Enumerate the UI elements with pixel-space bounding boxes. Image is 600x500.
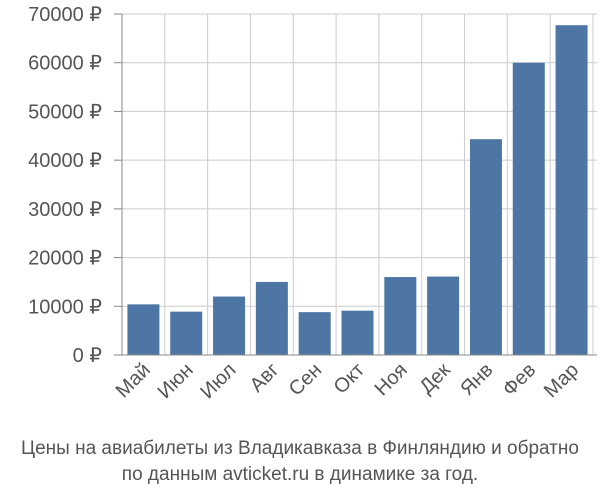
grid-lines bbox=[122, 13, 597, 355]
chart-caption-line-2: по данным avticket.ru в динамике за год. bbox=[121, 464, 479, 485]
y-tick-label: 30000 ₽ bbox=[28, 199, 102, 221]
bar bbox=[512, 62, 545, 355]
y-axis-tick-labels: 0 ₽ 10000 ₽ 20000 ₽ 30000 ₽ 40000 ₽ 50000 ₽ 60… bbox=[28, 4, 102, 367]
bar bbox=[127, 304, 160, 355]
bar bbox=[213, 296, 246, 355]
y-tick-label: 60000 ₽ bbox=[28, 53, 102, 75]
bars bbox=[127, 25, 588, 356]
axes bbox=[114, 13, 597, 356]
x-tick-label: Янв bbox=[456, 359, 497, 400]
y-tick-label: 20000 ₽ bbox=[28, 248, 102, 270]
y-tick-label: 10000 ₽ bbox=[28, 296, 102, 318]
bar bbox=[427, 276, 460, 355]
bar bbox=[255, 281, 288, 355]
bar bbox=[298, 312, 331, 355]
x-tick-label: Мар bbox=[540, 359, 583, 402]
bar bbox=[170, 311, 203, 355]
x-tick-label: Ноя bbox=[371, 359, 412, 400]
bar bbox=[384, 277, 417, 355]
y-tick-label: 50000 ₽ bbox=[28, 101, 102, 123]
x-tick-label: Окт bbox=[330, 359, 369, 398]
x-tick-label: Дек bbox=[415, 359, 454, 398]
price-bar-chart: 0 ₽ 10000 ₽ 20000 ₽ 30000 ₽ 40000 ₽ 50000 ₽ 60… bbox=[28, 4, 597, 403]
y-tick-label: 70000 ₽ bbox=[28, 4, 102, 26]
x-tick-label: Фев bbox=[499, 359, 541, 401]
x-tick-label: Авг bbox=[246, 359, 284, 397]
x-tick-label: Июл bbox=[196, 359, 240, 403]
x-tick-label: Июн bbox=[154, 359, 198, 403]
chart-caption-line-1: Цены на авиабилеты из Владикавказа в Фин… bbox=[21, 438, 579, 459]
bar bbox=[555, 25, 588, 356]
y-tick-label: 40000 ₽ bbox=[28, 150, 102, 172]
bar bbox=[469, 139, 502, 355]
bar bbox=[341, 310, 374, 355]
x-tick-label: Сен bbox=[285, 359, 326, 400]
x-tick-label: Май bbox=[112, 359, 155, 402]
y-tick-label: 0 ₽ bbox=[73, 345, 103, 367]
